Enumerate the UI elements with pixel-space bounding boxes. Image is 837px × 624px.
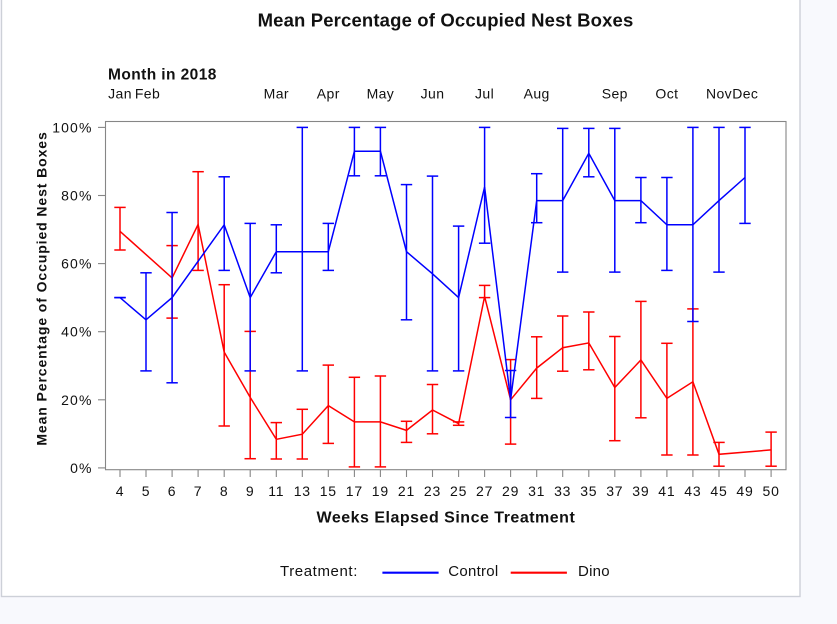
svg-text:Jan: Jan: [108, 86, 132, 102]
svg-text:41: 41: [658, 483, 675, 499]
svg-text:23: 23: [424, 483, 441, 499]
svg-text:Control: Control: [448, 563, 498, 580]
svg-text:40%: 40%: [61, 324, 92, 340]
svg-text:7: 7: [194, 483, 203, 499]
svg-text:Apr: Apr: [317, 86, 340, 102]
svg-text:100%: 100%: [52, 119, 92, 135]
svg-text:35: 35: [580, 483, 597, 499]
svg-text:15: 15: [320, 483, 337, 499]
svg-text:Dino: Dino: [578, 563, 610, 580]
svg-text:45: 45: [710, 483, 727, 499]
svg-text:Mean Percentage of Occupied Ne: Mean Percentage of Occupied Nest Boxes: [258, 9, 634, 30]
svg-text:80%: 80%: [61, 188, 92, 204]
svg-text:Mar: Mar: [264, 86, 289, 102]
svg-text:43: 43: [684, 483, 701, 499]
svg-text:Jun: Jun: [421, 86, 445, 102]
svg-text:33: 33: [554, 483, 571, 499]
svg-text:Weeks Elapsed Since Treatment: Weeks Elapsed Since Treatment: [317, 510, 576, 527]
svg-text:37: 37: [606, 483, 623, 499]
svg-text:17: 17: [346, 483, 363, 499]
svg-text:9: 9: [246, 483, 255, 499]
svg-text:11: 11: [268, 483, 284, 499]
svg-text:6: 6: [168, 483, 177, 499]
svg-text:Aug: Aug: [524, 86, 550, 102]
svg-text:Jul: Jul: [475, 86, 494, 102]
svg-text:27: 27: [476, 483, 493, 499]
svg-text:May: May: [367, 86, 395, 102]
svg-text:50: 50: [763, 483, 780, 499]
svg-text:5: 5: [142, 483, 151, 499]
svg-text:8: 8: [220, 483, 229, 499]
svg-text:21: 21: [398, 483, 415, 499]
svg-text:Treatment:: Treatment:: [280, 563, 358, 580]
svg-text:13: 13: [294, 483, 311, 499]
svg-text:Month in 2018: Month in 2018: [108, 67, 217, 84]
svg-text:25: 25: [450, 483, 467, 499]
svg-text:Oct: Oct: [655, 86, 678, 102]
svg-text:4: 4: [116, 483, 125, 499]
svg-text:39: 39: [632, 483, 649, 499]
svg-text:60%: 60%: [61, 256, 92, 272]
svg-text:49: 49: [736, 483, 753, 499]
svg-text:Mean Percentage of Occupied Ne: Mean Percentage of Occupied Nest Boxes: [34, 131, 50, 445]
svg-text:Dec: Dec: [732, 86, 758, 102]
svg-text:19: 19: [372, 483, 389, 499]
svg-text:20%: 20%: [61, 392, 92, 408]
svg-text:Sep: Sep: [602, 86, 628, 102]
svg-text:31: 31: [528, 483, 545, 499]
svg-text:Nov: Nov: [706, 86, 732, 102]
svg-text:29: 29: [502, 483, 519, 499]
svg-text:Feb: Feb: [135, 86, 160, 102]
svg-text:0%: 0%: [70, 460, 92, 476]
